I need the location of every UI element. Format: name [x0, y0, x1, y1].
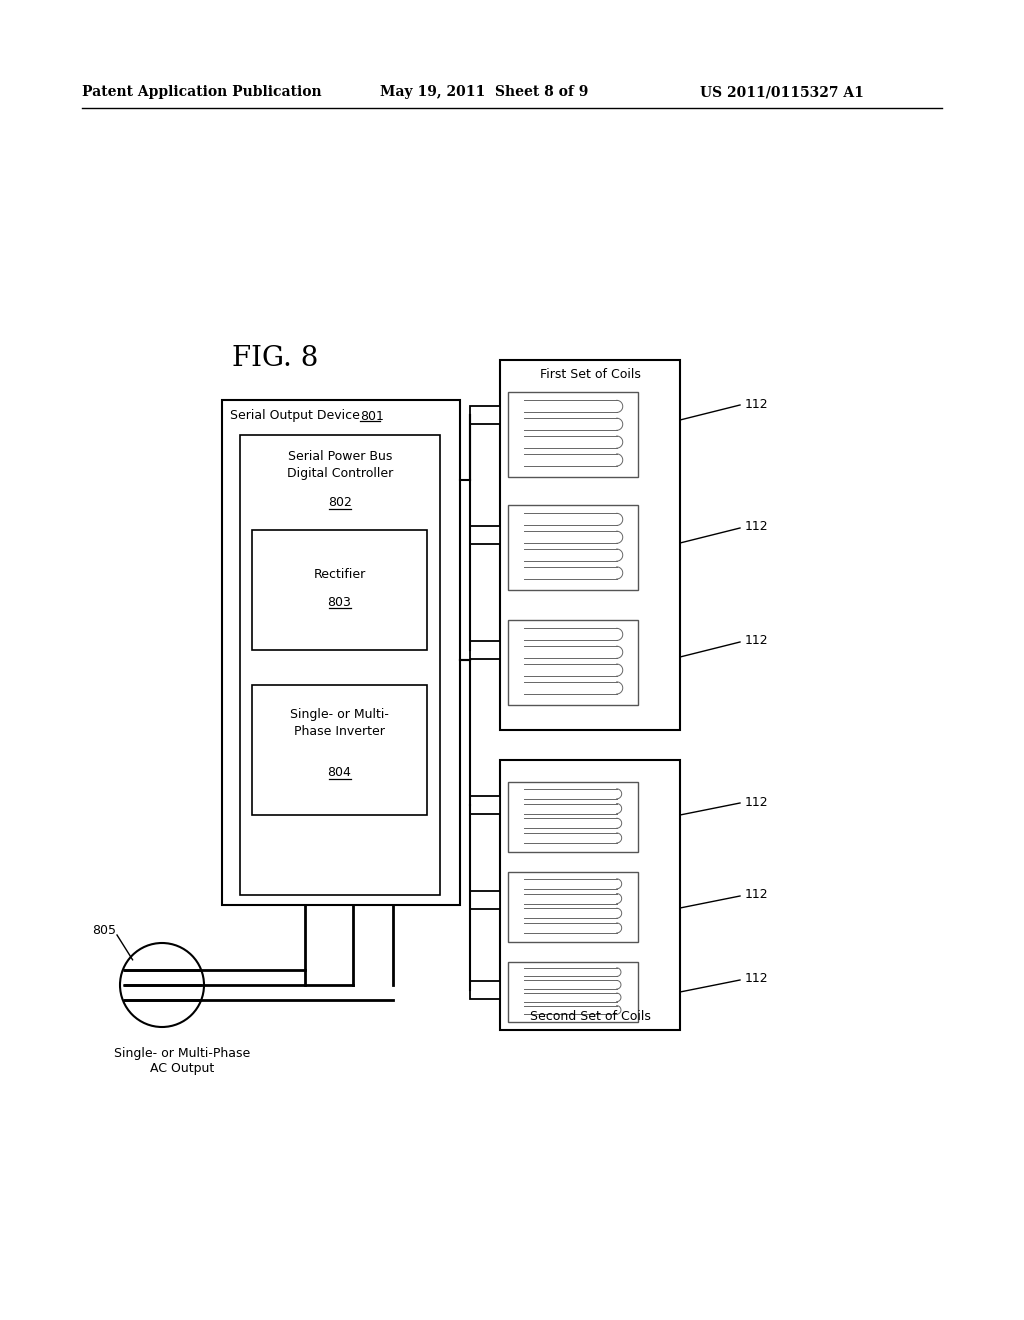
Text: 112: 112	[745, 520, 769, 533]
Text: First Set of Coils: First Set of Coils	[540, 367, 640, 380]
Text: 112: 112	[745, 635, 769, 648]
Text: Patent Application Publication: Patent Application Publication	[82, 84, 322, 99]
Bar	[500, 760, 680, 1030]
Text: 802: 802	[328, 496, 352, 510]
Text: 112: 112	[745, 796, 769, 808]
Text: Serial Output Device: Serial Output Device	[230, 409, 359, 422]
Bar	[252, 685, 427, 814]
Bar	[470, 796, 500, 814]
Bar	[470, 981, 500, 999]
Text: 112: 112	[745, 888, 769, 902]
Bar	[500, 360, 680, 730]
Text: 801: 801	[360, 409, 384, 422]
Bar	[240, 436, 440, 895]
Bar	[508, 506, 638, 590]
Text: 803: 803	[328, 595, 351, 609]
Text: Second Set of Coils: Second Set of Coils	[529, 1010, 650, 1023]
Bar	[470, 891, 500, 909]
Text: 112: 112	[745, 973, 769, 986]
Bar	[508, 392, 638, 477]
Text: 804: 804	[328, 767, 351, 780]
Text: 805: 805	[92, 924, 116, 936]
Bar	[508, 781, 638, 851]
Bar	[470, 525, 500, 544]
Text: Rectifier: Rectifier	[313, 569, 366, 582]
Bar	[252, 531, 427, 649]
Text: FIG. 8: FIG. 8	[231, 345, 318, 371]
Bar	[222, 400, 460, 906]
Text: Single- or Multi-
Phase Inverter: Single- or Multi- Phase Inverter	[290, 708, 389, 738]
Text: 112: 112	[745, 397, 769, 411]
Bar	[508, 620, 638, 705]
Bar	[470, 407, 500, 424]
Text: May 19, 2011  Sheet 8 of 9: May 19, 2011 Sheet 8 of 9	[380, 84, 589, 99]
Bar	[508, 962, 638, 1022]
Bar	[470, 642, 500, 659]
Bar	[508, 873, 638, 942]
Text: Serial Power Bus
Digital Controller: Serial Power Bus Digital Controller	[287, 450, 393, 480]
Text: US 2011/0115327 A1: US 2011/0115327 A1	[700, 84, 864, 99]
Text: Single- or Multi-Phase
AC Output: Single- or Multi-Phase AC Output	[114, 1047, 250, 1074]
